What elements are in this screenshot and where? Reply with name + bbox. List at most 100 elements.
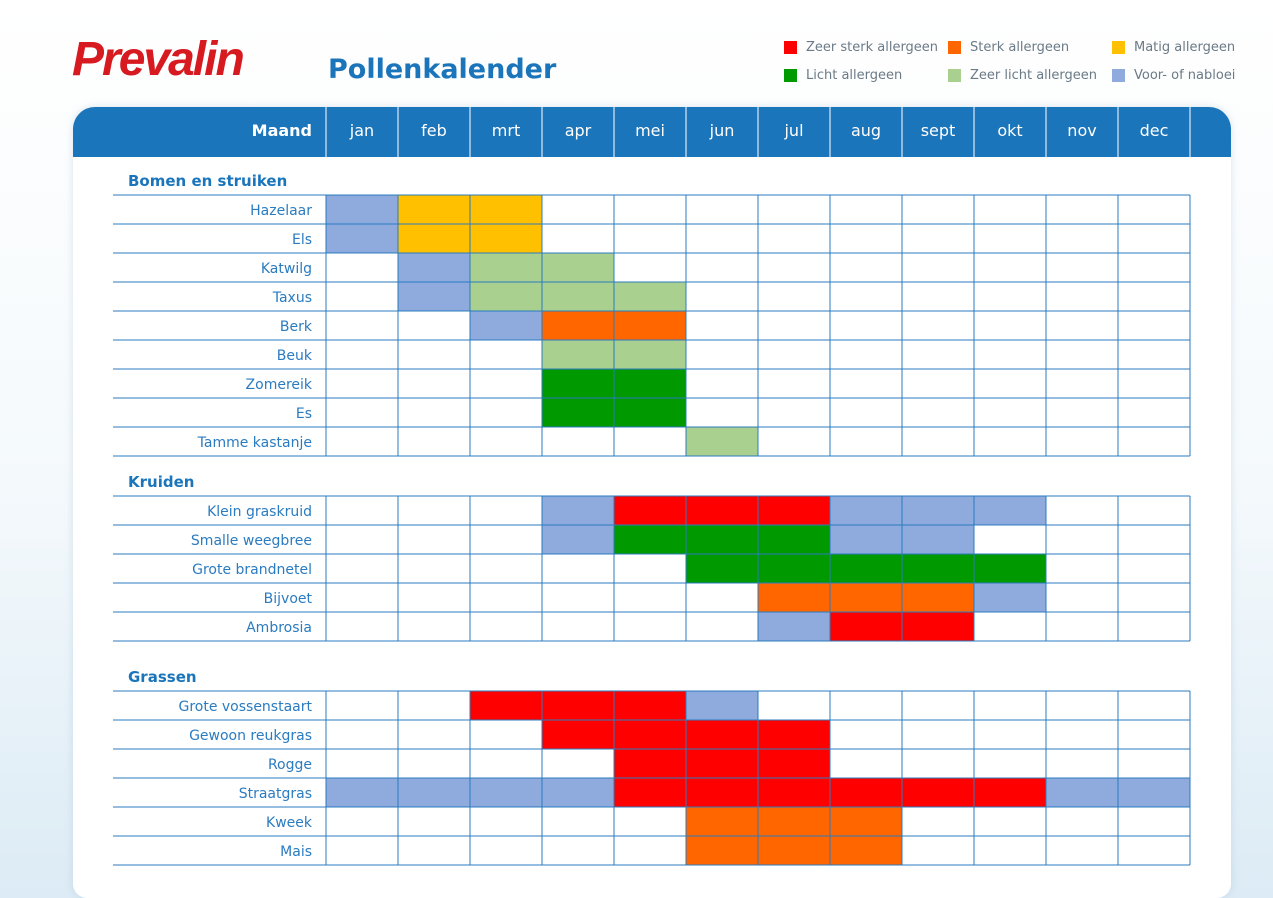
- pollen-cell-katwilg-apr: [542, 253, 614, 282]
- section-title-grassen: Grassen: [128, 668, 197, 686]
- pollen-cell-beuk-apr: [542, 340, 614, 369]
- pollen-cell-es-mei: [614, 398, 686, 427]
- row-label-bijvoet: Bijvoet: [264, 591, 313, 607]
- month-label-sept: sept: [921, 121, 956, 140]
- pollen-cell-straatgras-jan: [326, 778, 398, 807]
- legend-label: Zeer licht allergeen: [970, 68, 1098, 83]
- legend-label: Zeer sterk allergeen: [806, 40, 939, 55]
- pollen-cell-smalle-weegbree-aug: [830, 525, 902, 554]
- pollen-cell-straatgras-feb: [398, 778, 470, 807]
- month-label-apr: apr: [565, 121, 592, 140]
- pollen-cell-straatgras-mei: [614, 778, 686, 807]
- pollen-cell-grote-brandnetel-aug: [830, 554, 902, 583]
- pollen-cell-mais-aug: [830, 836, 902, 865]
- row-label-smalle-weegbree: Smalle weegbree: [191, 533, 312, 549]
- pollen-cell-rogge-mei: [614, 749, 686, 778]
- row-label-berk: Berk: [280, 319, 313, 335]
- pollen-cell-grote-brandnetel-jun: [686, 554, 758, 583]
- pollen-cell-rogge-jul: [758, 749, 830, 778]
- legend-item-licht: Licht allergeen: [784, 68, 902, 83]
- pollen-cell-katwilg-feb: [398, 253, 470, 282]
- month-label-feb: feb: [421, 121, 447, 140]
- pollen-cell-grote-brandnetel-okt: [974, 554, 1046, 583]
- legend-swatch: [948, 69, 961, 82]
- pollen-cell-klein-graskruid-sept: [902, 496, 974, 525]
- legend-swatch: [1112, 41, 1125, 54]
- pollen-cell-kweek-jul: [758, 807, 830, 836]
- pollen-cell-grote-brandnetel-sept: [902, 554, 974, 583]
- pollen-cell-mais-jul: [758, 836, 830, 865]
- row-label-grote-vossenstaart: Grote vossenstaart: [178, 699, 312, 715]
- pollen-cell-smalle-weegbree-jun: [686, 525, 758, 554]
- row-label-hazelaar: Hazelaar: [250, 203, 312, 219]
- row-label-katwilg: Katwilg: [261, 261, 312, 277]
- pollen-cell-rogge-jun: [686, 749, 758, 778]
- pollen-cell-hazelaar-mrt: [470, 195, 542, 224]
- month-label-jun: jun: [709, 121, 735, 140]
- pollen-cell-straatgras-jul: [758, 778, 830, 807]
- legend-label: Licht allergeen: [806, 68, 903, 83]
- pollen-cell-gewoon-reukgras-mei: [614, 720, 686, 749]
- row-label-es: Es: [296, 406, 312, 422]
- row-label-kweek: Kweek: [266, 815, 313, 831]
- pollen-cell-grote-vossenstaart-mrt: [470, 691, 542, 720]
- pollen-cell-hazelaar-jan: [326, 195, 398, 224]
- pollen-cell-ambrosia-jul: [758, 612, 830, 641]
- pollen-cell-els-feb: [398, 224, 470, 253]
- row-label-gewoon-reukgras: Gewoon reukgras: [189, 728, 312, 744]
- legend-item-zeer-licht: Zeer licht allergeen: [948, 68, 1097, 83]
- pollen-cell-katwilg-mrt: [470, 253, 542, 282]
- row-label-straatgras: Straatgras: [239, 786, 312, 802]
- month-label-jul: jul: [783, 121, 803, 140]
- month-label-aug: aug: [851, 121, 881, 140]
- pollen-cell-klein-graskruid-mei: [614, 496, 686, 525]
- legend-label: Sterk allergeen: [970, 40, 1070, 55]
- legend-swatch: [948, 41, 961, 54]
- row-label-zomereik: Zomereik: [246, 377, 313, 393]
- logo-suffix: valin: [143, 33, 244, 86]
- month-header-label: Maand: [252, 121, 312, 140]
- legend-item-sterk: Sterk allergeen: [948, 40, 1069, 55]
- pollen-cell-klein-graskruid-jul: [758, 496, 830, 525]
- legend-label: Matig allergeen: [1134, 40, 1236, 55]
- pollen-cell-smalle-weegbree-jul: [758, 525, 830, 554]
- page-title: Pollenkalender: [328, 54, 557, 85]
- prevalin-logo: Prevalin: [72, 33, 245, 86]
- row-label-rogge: Rogge: [268, 757, 312, 773]
- pollen-cell-straatgras-sept: [902, 778, 974, 807]
- pollen-cell-taxus-feb: [398, 282, 470, 311]
- calendar-card: Maand jan feb mrt apr mei jun jul aug sept okt nov d…: [73, 107, 1231, 898]
- pollen-cell-klein-graskruid-okt: [974, 496, 1046, 525]
- legend-label: Voor- of nabloei: [1134, 68, 1236, 83]
- legend: Zeer sterk allergeen Sterk allergeen Mat…: [784, 40, 1254, 88]
- month-header-bar: [73, 107, 1231, 157]
- row-label-els: Els: [292, 232, 312, 248]
- pollen-cell-klein-graskruid-jun: [686, 496, 758, 525]
- pollen-cell-zomereik-apr: [542, 369, 614, 398]
- pollen-cell-ambrosia-aug: [830, 612, 902, 641]
- pollen-cell-taxus-mei: [614, 282, 686, 311]
- row-label-taxus: Taxus: [272, 290, 312, 306]
- month-label-nov: nov: [1067, 121, 1096, 140]
- pollen-cell-straatgras-apr: [542, 778, 614, 807]
- pollen-cell-kweek-aug: [830, 807, 902, 836]
- legend-item-matig: Matig allergeen: [1112, 40, 1235, 55]
- pollen-cell-gewoon-reukgras-apr: [542, 720, 614, 749]
- pollen-cell-kweek-jun: [686, 807, 758, 836]
- pollen-cell-straatgras-okt: [974, 778, 1046, 807]
- pollen-cell-grote-vossenstaart-jun: [686, 691, 758, 720]
- pollen-cell-els-jan: [326, 224, 398, 253]
- pollen-calendar-chart: Maand jan feb mrt apr mei jun jul aug sept okt nov d…: [113, 107, 1191, 866]
- pollen-cell-berk-mei: [614, 311, 686, 340]
- row-label-beuk: Beuk: [277, 348, 313, 364]
- month-label-mrt: mrt: [492, 121, 520, 140]
- month-label-okt: okt: [997, 121, 1022, 140]
- pollen-cell-grote-vossenstaart-mei: [614, 691, 686, 720]
- pollen-cell-straatgras-mrt: [470, 778, 542, 807]
- row-label-tamme-kastanje: Tamme kastanje: [197, 435, 312, 451]
- row-label-grote-brandnetel: Grote brandnetel: [192, 562, 312, 578]
- pollen-cell-taxus-apr: [542, 282, 614, 311]
- pollen-cell-straatgras-jun: [686, 778, 758, 807]
- pollen-cell-mais-jun: [686, 836, 758, 865]
- pollen-cell-ambrosia-sept: [902, 612, 974, 641]
